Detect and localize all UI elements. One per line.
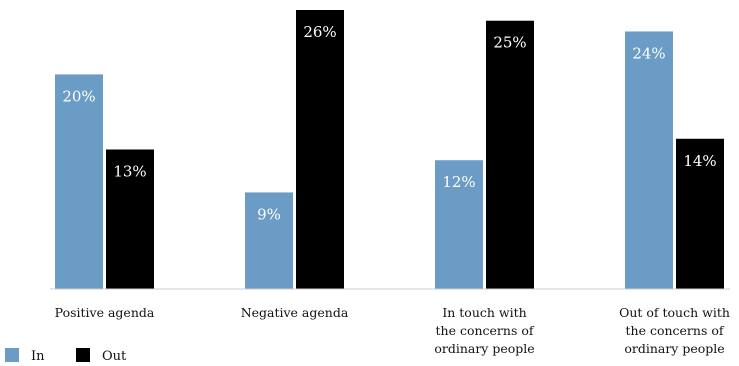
bar-in-0 xyxy=(55,74,103,289)
bar-in-1 xyxy=(245,192,293,289)
data-label-in-0: 20% xyxy=(62,87,95,105)
category-label-2: In touch with the concerns of ordinary peo… xyxy=(434,305,535,356)
data-label-out-0: 13% xyxy=(113,163,146,181)
legend-label-in: In xyxy=(31,349,45,364)
legend-label-out: Out xyxy=(102,349,127,364)
bar-out-2 xyxy=(486,20,534,289)
data-label-in-2: 12% xyxy=(442,173,475,191)
data-label-in-3: 24% xyxy=(632,44,665,62)
data-label-out-1: 26% xyxy=(303,23,336,41)
bar-in-2 xyxy=(435,160,483,289)
legend: In Out xyxy=(5,348,127,364)
bar-out-0 xyxy=(106,149,154,289)
bar-out-3 xyxy=(676,138,724,289)
legend-swatch-out xyxy=(76,348,90,362)
category-label-3: Out of touch with the concerns of ordinary… xyxy=(619,305,730,356)
category-labels: Positive agenda Negative agenda In touch w… xyxy=(55,305,730,356)
category-label-1: Negative agenda xyxy=(241,305,349,320)
legend-swatch-in xyxy=(5,348,19,362)
data-label-out-2: 25% xyxy=(493,34,526,52)
bars-layer: 20% 13% 9% 26% 12% 25% 24% 14% xyxy=(55,10,724,289)
data-label-in-1: 9% xyxy=(257,205,281,223)
category-label-0: Positive agenda xyxy=(55,305,155,320)
bar-in-3 xyxy=(625,31,673,289)
bar-out-1 xyxy=(296,10,344,289)
data-label-out-3: 14% xyxy=(683,152,716,170)
